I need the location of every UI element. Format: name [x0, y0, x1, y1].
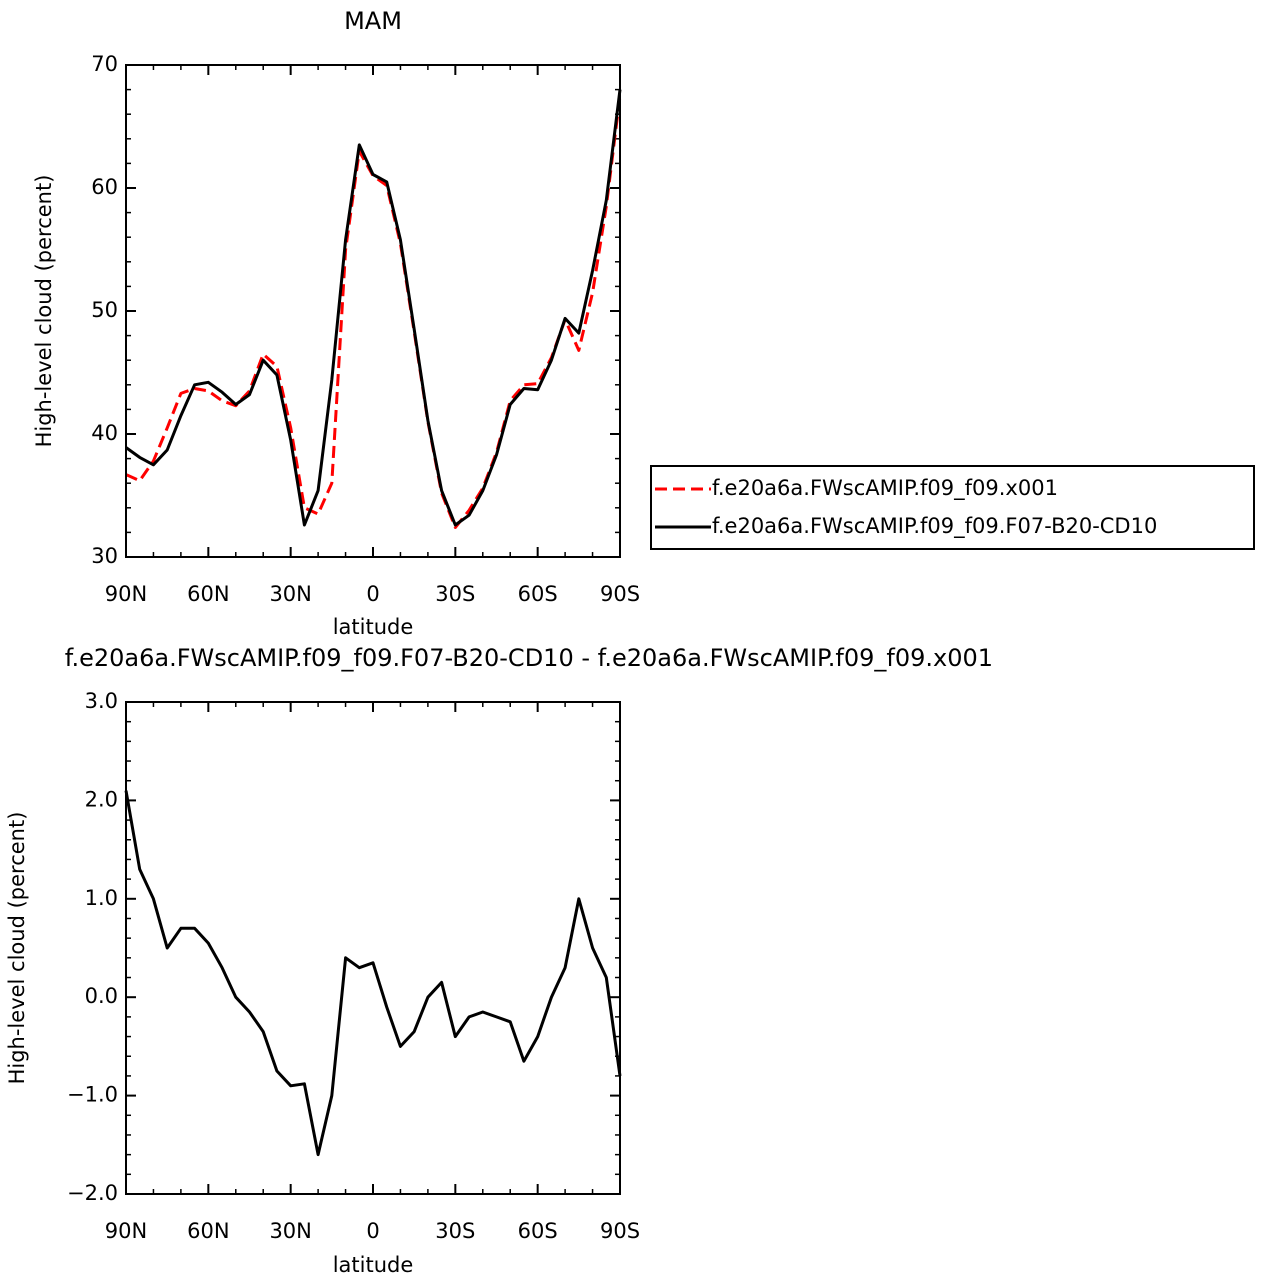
- x-tick-label: 90S: [600, 1219, 640, 1243]
- y-tick-label: 40: [91, 421, 118, 445]
- x-tick-label: 30S: [435, 1219, 475, 1243]
- y-tick-label: 1.0: [85, 886, 118, 910]
- x-tick-label: 90S: [600, 582, 640, 606]
- y-tick-label: −1.0: [67, 1083, 118, 1107]
- x-tick-label: 30N: [269, 582, 311, 606]
- x-tick-label: 30N: [269, 1219, 311, 1243]
- x-tick-label: 30S: [435, 582, 475, 606]
- x-tick-label: 90N: [105, 582, 147, 606]
- y-axis-label: High-level cloud (percent): [5, 812, 29, 1085]
- y-tick-label: 70: [91, 52, 118, 76]
- x-axis-label: latitude: [333, 615, 414, 639]
- chart-title: f.e20a6a.FWscAMIP.f09_f09.F07-B20-CD10 -…: [65, 644, 993, 672]
- x-tick-label: 60S: [518, 1219, 558, 1243]
- legend-label: f.e20a6a.FWscAMIP.f09_f09.F07-B20-CD10: [712, 514, 1157, 539]
- y-tick-label: 50: [91, 298, 118, 322]
- y-axis-label: High-level cloud (percent): [32, 175, 56, 448]
- x-axis-label: latitude: [333, 1253, 414, 1277]
- x-tick-label: 60S: [518, 582, 558, 606]
- data-line: [125, 89, 622, 527]
- y-tick-label: 30: [91, 544, 118, 568]
- plot-frame: [125, 64, 621, 558]
- chart-title: MAM: [344, 7, 402, 35]
- x-tick-label: 0: [366, 1219, 379, 1243]
- plot-frame: [125, 701, 621, 1195]
- y-tick-label: 60: [91, 175, 118, 199]
- x-tick-label: 90N: [105, 1219, 147, 1243]
- data-line: [125, 95, 622, 529]
- legend-label: f.e20a6a.FWscAMIP.f09_f09.x001: [712, 476, 1058, 501]
- y-tick-label: 2.0: [85, 787, 118, 811]
- x-tick-label: 0: [366, 582, 379, 606]
- x-tick-label: 60N: [187, 582, 229, 606]
- data-line: [124, 790, 622, 1157]
- y-tick-label: −2.0: [67, 1181, 118, 1205]
- y-tick-label: 3.0: [85, 689, 118, 713]
- legend-box: [650, 465, 1255, 550]
- y-tick-label: 0.0: [85, 984, 118, 1008]
- x-tick-label: 60N: [187, 1219, 229, 1243]
